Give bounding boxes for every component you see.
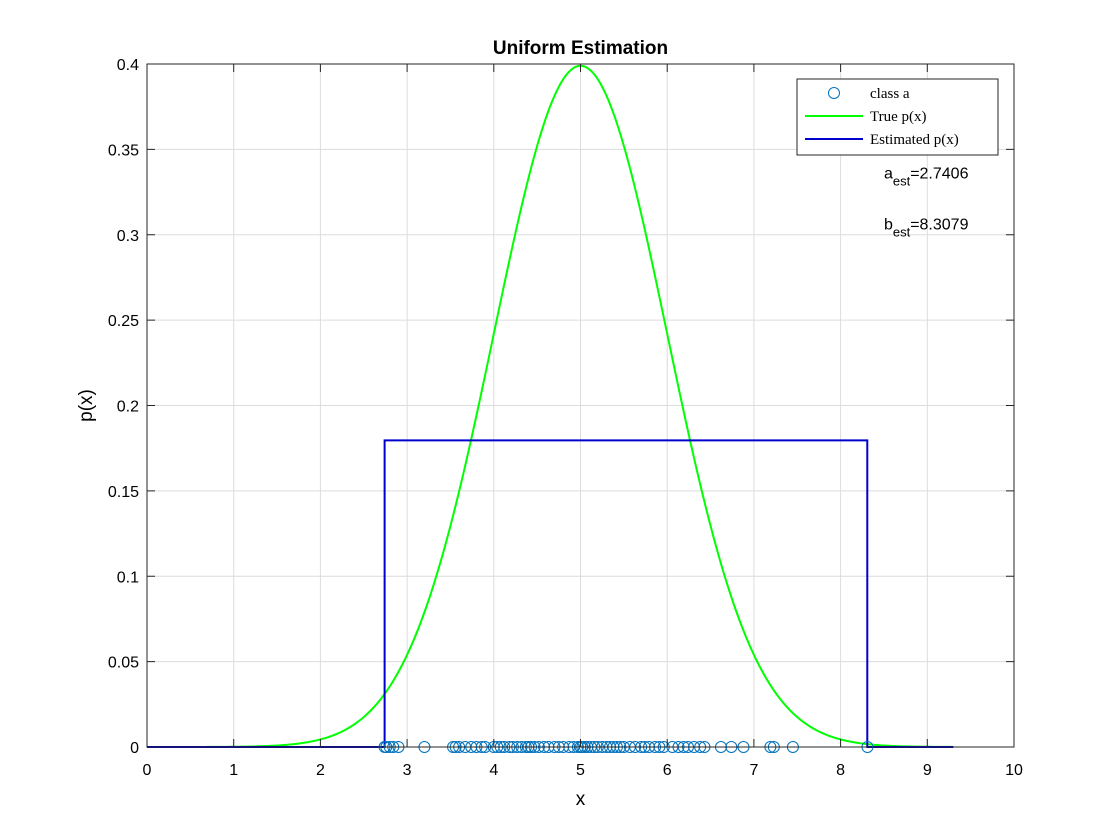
y-axis-label: p(x) [76, 389, 97, 422]
annotation-a-est: aest=2.7406 [884, 165, 969, 188]
y-tick-label: 0.25 [108, 313, 139, 330]
legend-marker-class-a [828, 87, 840, 99]
y-tick-label: 0.05 [108, 655, 139, 672]
y-tick-label: 0.15 [108, 484, 139, 501]
x-axis-label: x [576, 789, 586, 810]
y-tick-label: 0.3 [117, 228, 139, 245]
x-tick-label: 2 [316, 762, 325, 779]
legend-label: class a [870, 86, 910, 102]
x-tick-label: 0 [143, 762, 152, 779]
annotation-subscript: est [893, 173, 911, 188]
y-tick-label: 0.35 [108, 142, 139, 159]
annotation-value: =8.3079 [910, 217, 968, 234]
x-tick-label: 7 [749, 762, 758, 779]
y-tick-label: 0.1 [117, 569, 139, 586]
annotation-b-est: best=8.3079 [884, 217, 969, 240]
x-tick-label: 6 [663, 762, 672, 779]
annotation-value: =2.7406 [910, 165, 968, 182]
x-tick-label: 3 [403, 762, 412, 779]
y-tick-label: 0.2 [117, 399, 139, 416]
y-tick-label: 0.4 [117, 57, 139, 74]
legend-label: True p(x) [870, 109, 927, 125]
annotation-base: b [884, 217, 893, 234]
x-tick-label: 4 [489, 762, 498, 779]
x-tick-label: 1 [229, 762, 238, 779]
x-tick-label: 9 [923, 762, 932, 779]
x-tick-label: 10 [1005, 762, 1023, 779]
annotation-subscript: est [893, 225, 911, 240]
legend: class a True p(x) Estimated p(x) [796, 78, 999, 156]
x-tick-label: 5 [576, 762, 585, 779]
x-tick-label: 8 [836, 762, 845, 779]
annotation-base: a [884, 165, 893, 182]
chart-title: Uniform Estimation [493, 38, 668, 59]
y-tick-label: 0 [130, 740, 139, 757]
true-pdf-line [147, 64, 954, 748]
legend-label: Estimated p(x) [870, 132, 959, 148]
axis-ticks: 0 1 2 3 4 5 6 7 8 9 10 0 0.05 0.1 0.15 0.2 0.25 0.3 0.35 0.… [108, 57, 1023, 779]
